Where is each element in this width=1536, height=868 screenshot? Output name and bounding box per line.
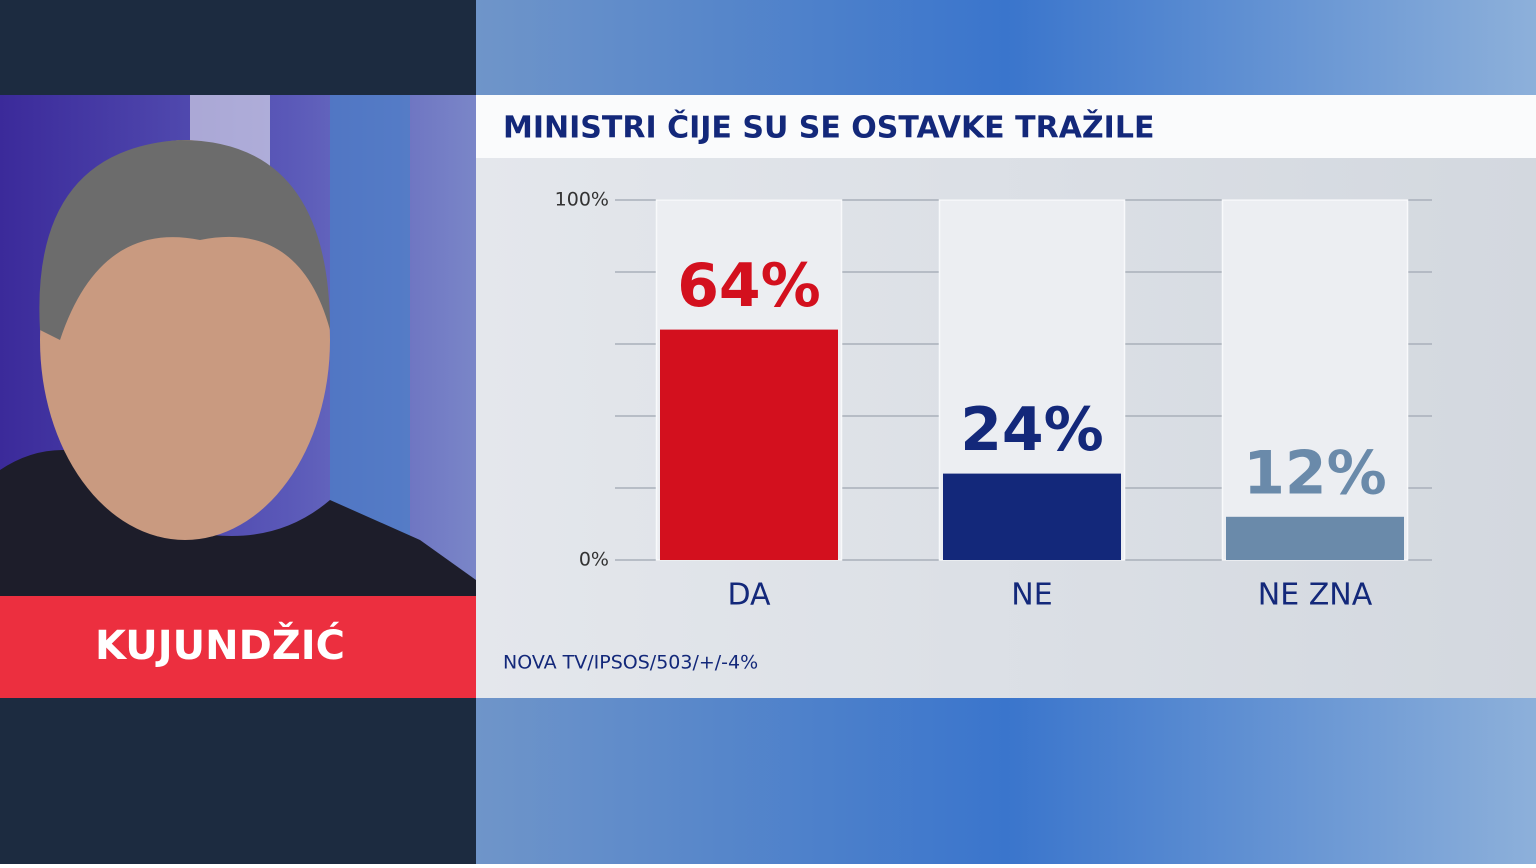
bar: [943, 473, 1121, 560]
photo-flag: [330, 95, 410, 575]
y-tick-label: 0%: [579, 549, 609, 571]
y-tick-label: 100%: [555, 189, 609, 211]
name-bar: [0, 596, 476, 698]
column-bg: [1221, 199, 1409, 561]
value-label: 64%: [677, 251, 821, 321]
x-tick-label: NE: [1011, 578, 1052, 613]
photo-hair: [39, 140, 330, 340]
person-name: KUJUNDŽIĆ: [95, 621, 345, 669]
value-label: 12%: [1243, 438, 1387, 508]
value-label: 24%: [960, 395, 1104, 465]
title-strip: [476, 95, 1536, 158]
chart-title: MINISTRI ČIJE SU SE OSTAVKE TRAŽILE: [503, 109, 1154, 146]
plot: 0% 100% 64% DA 24% NE 12% NE ZNA: [555, 189, 1432, 613]
bar: [660, 329, 838, 560]
bar: [1226, 516, 1404, 560]
x-tick-label: DA: [727, 578, 771, 613]
source: NOVA TV/IPSOS/503/+/-4%: [503, 652, 758, 674]
x-tick-label: NE ZNA: [1258, 578, 1373, 613]
